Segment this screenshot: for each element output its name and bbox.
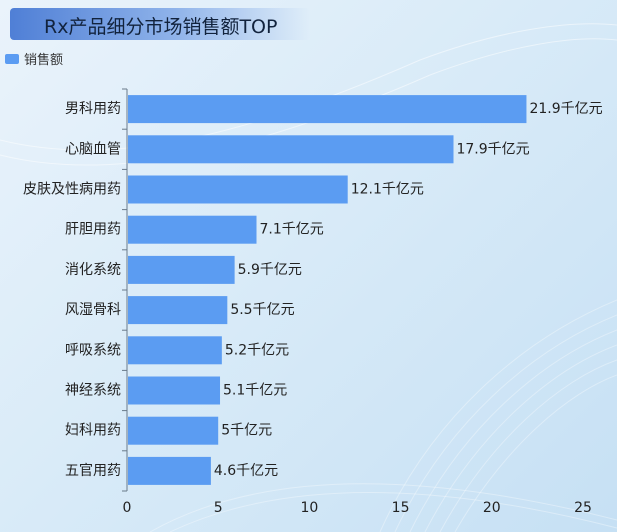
value-label: 5.5千亿元	[230, 302, 294, 318]
value-label: 17.9千亿元	[456, 141, 529, 157]
category-label: 风湿骨科	[65, 302, 121, 318]
x-tick-label: 20	[483, 500, 501, 516]
legend[interactable]: 销售额	[5, 49, 63, 68]
value-label: 21.9千亿元	[529, 101, 602, 117]
category-label: 呼吸系统	[65, 342, 121, 358]
category-label: 肝胆用药	[65, 222, 121, 238]
bar-1[interactable]	[128, 135, 454, 164]
value-label: 4.6千亿元	[214, 463, 278, 479]
category-label: 消化系统	[65, 262, 121, 278]
x-tick-label: 10	[300, 500, 318, 516]
chart-title: Rx产品细分市场销售额TOP	[44, 16, 278, 38]
x-tick-label: 15	[392, 500, 410, 516]
legend-label: 销售额	[24, 53, 64, 68]
category-label: 五官用药	[65, 463, 121, 479]
x-tick-label: 5	[214, 500, 223, 516]
title-banner	[10, 8, 310, 40]
category-label: 皮肤及性病用药	[23, 182, 121, 198]
bar-0[interactable]	[128, 95, 527, 124]
category-label: 妇科用药	[65, 422, 121, 439]
value-label: 5千亿元	[221, 423, 272, 439]
bar-7[interactable]	[128, 376, 221, 405]
bar-4[interactable]	[128, 255, 235, 284]
category-label: 神经系统	[65, 383, 121, 399]
value-label: 12.1千亿元	[351, 182, 424, 198]
x-tick-label: 25	[574, 500, 592, 516]
category-label: 男科用药	[65, 101, 121, 117]
value-label: 7.1千亿元	[260, 222, 324, 238]
bar-9[interactable]	[128, 456, 211, 485]
bar-3[interactable]	[128, 215, 257, 244]
bar-5[interactable]	[128, 296, 228, 325]
x-tick-label: 0	[123, 500, 132, 516]
value-label: 5.9千亿元	[238, 262, 302, 278]
legend-swatch	[5, 53, 19, 64]
value-label: 5.2千亿元	[225, 342, 289, 358]
bar-8[interactable]	[128, 416, 219, 445]
category-label: 心脑血管	[65, 141, 121, 157]
value-label: 5.1千亿元	[223, 383, 287, 399]
bar-6[interactable]	[128, 336, 222, 365]
bar-2[interactable]	[128, 175, 348, 204]
